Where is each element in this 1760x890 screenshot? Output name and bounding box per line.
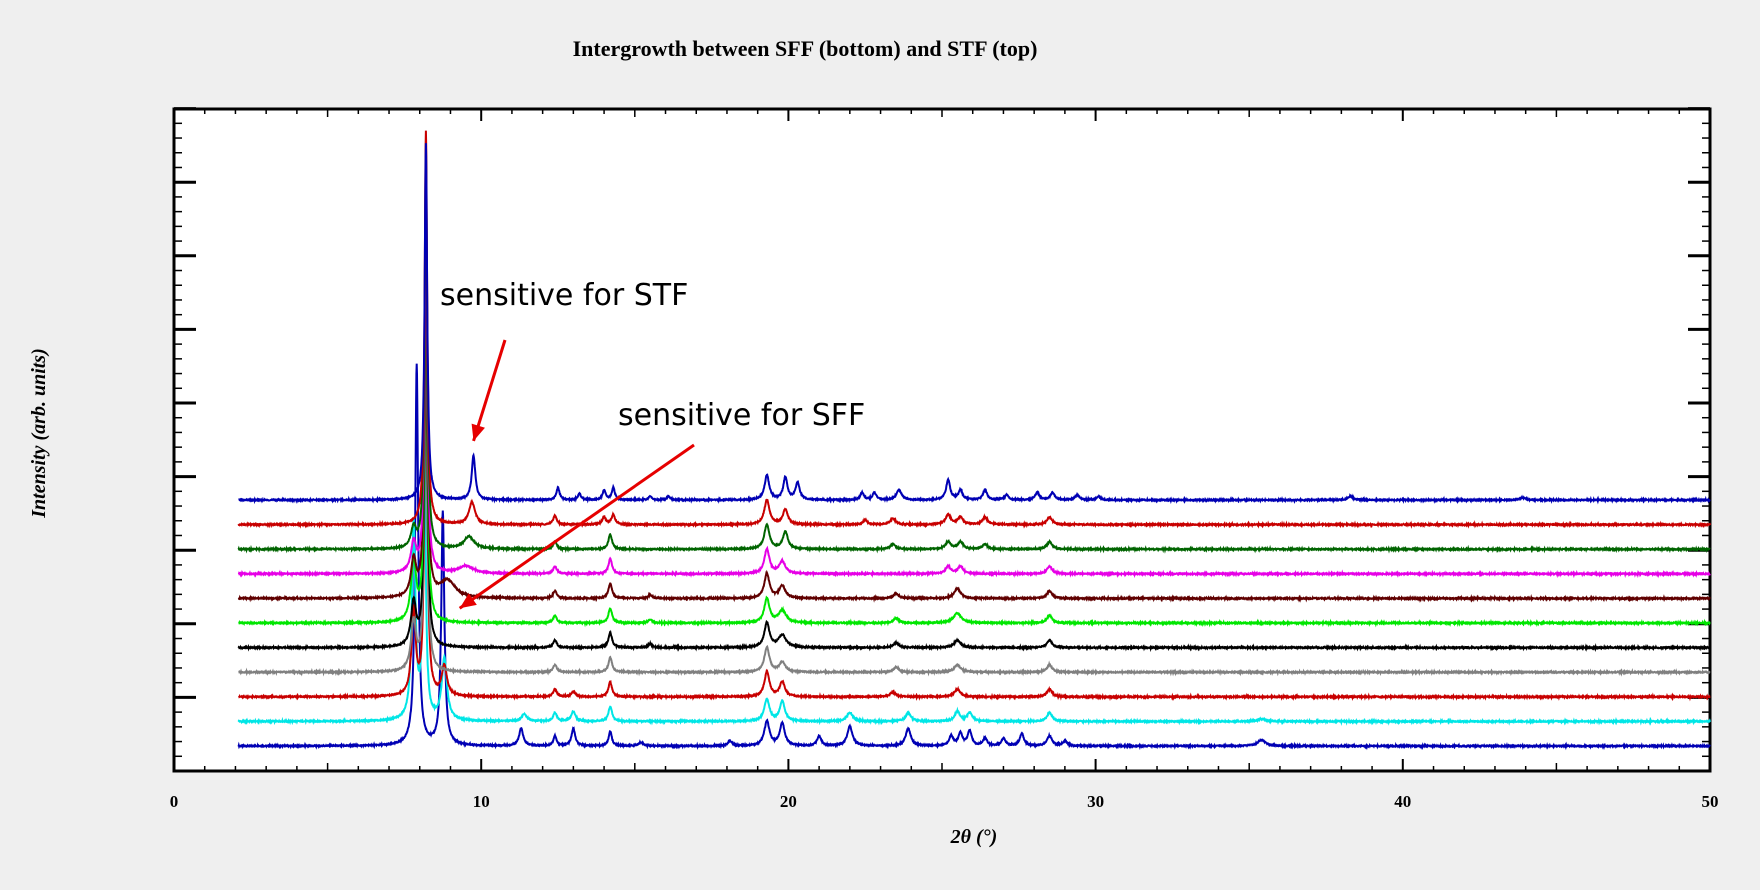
x-tick-label: 40	[1394, 792, 1411, 811]
annotation-layer: sensitive for STF sensitive for SFF	[440, 278, 865, 610]
series-line	[237, 199, 1711, 603]
annotation-text: sensitive for SFF	[618, 398, 865, 433]
series-line	[238, 143, 1711, 505]
x-tick-label: 10	[473, 792, 490, 811]
series-line	[237, 153, 1711, 554]
series-line	[238, 298, 1711, 702]
series-line	[237, 251, 1711, 653]
y-axis-label: Intensity (arb. units)	[28, 348, 50, 518]
series-line	[237, 178, 1711, 579]
series-line	[238, 225, 1711, 628]
series-line	[237, 363, 1711, 751]
series-line	[237, 130, 1711, 529]
x-tick-label: 20	[780, 792, 797, 811]
chart-title: Intergrowth between SFF (bottom) and STF…	[572, 36, 1038, 61]
axis-ticks: 0 10 20 30 40 50	[170, 107, 1719, 811]
x-tick-label: 30	[1087, 792, 1104, 811]
series-layer	[237, 130, 1711, 751]
annotation-arrow	[458, 443, 695, 610]
series-line	[237, 417, 1711, 726]
x-axis-label: 2θ (°)	[950, 826, 998, 848]
series-line	[238, 276, 1711, 677]
annotation-arrowhead	[459, 593, 477, 609]
annotation-text: sensitive for STF	[440, 278, 688, 313]
x-tick-label: 0	[170, 792, 179, 811]
annotation-arrowhead	[471, 423, 485, 441]
annotation-arrow	[472, 339, 507, 442]
x-tick-label: 50	[1702, 792, 1719, 811]
